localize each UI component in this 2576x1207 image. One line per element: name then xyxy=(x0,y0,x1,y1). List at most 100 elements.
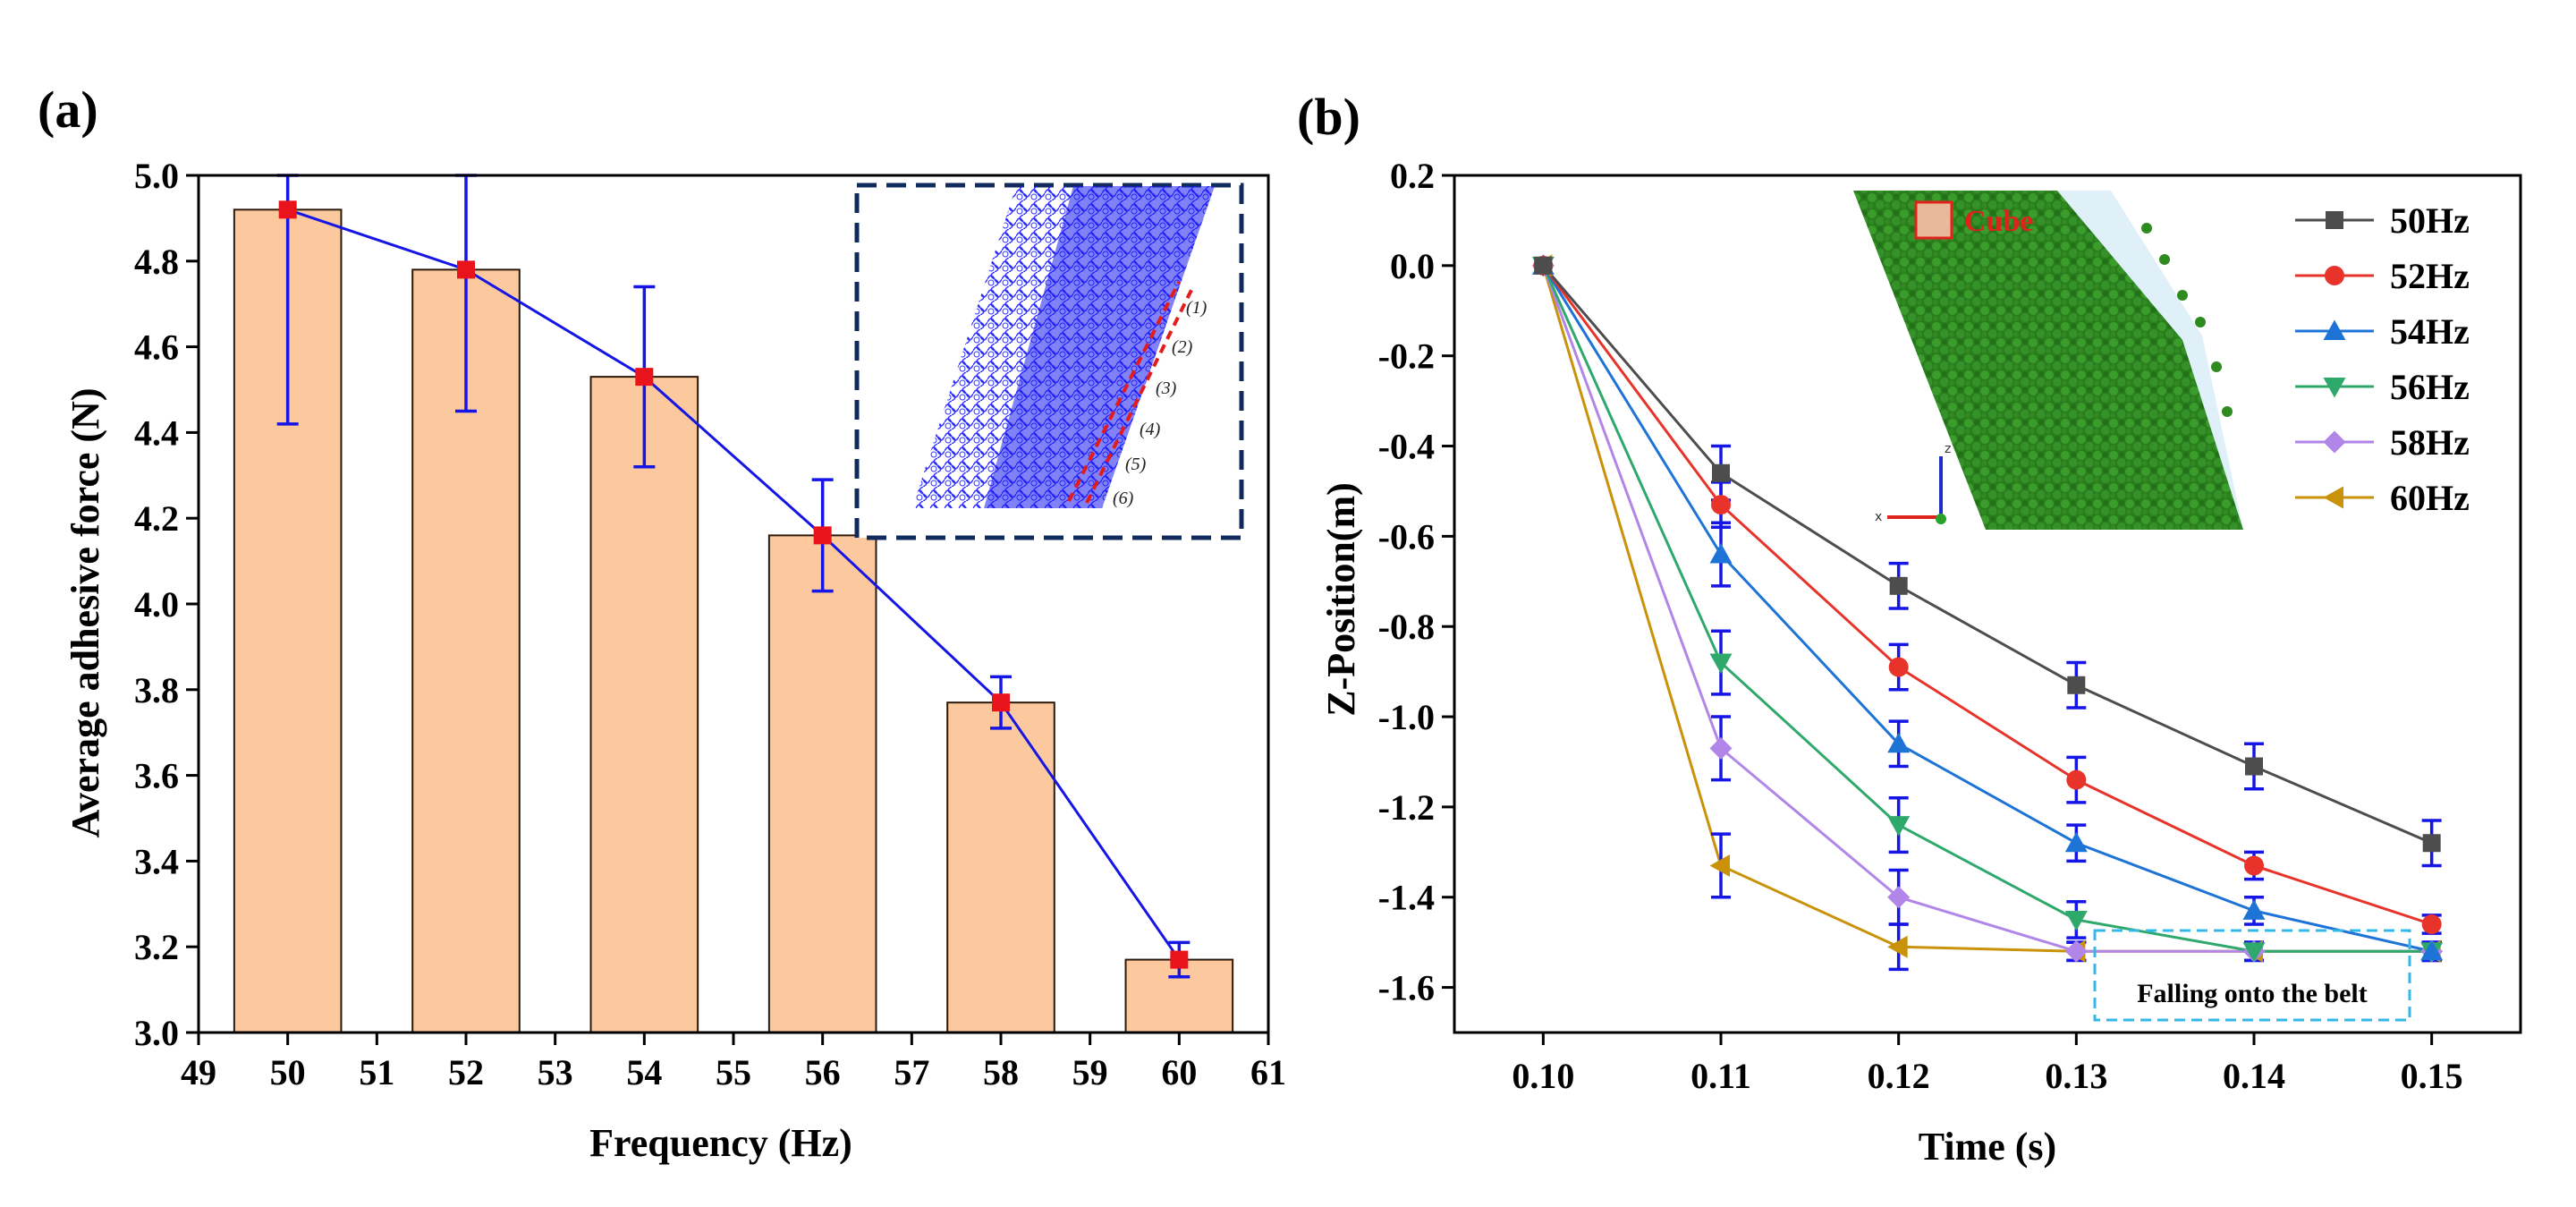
panel-a-label: (a) xyxy=(38,81,98,139)
legend-item-54Hz: 54Hz xyxy=(2295,311,2470,352)
y-axis: 0.2 0.0 -0.2 -0.4 -0.6 -0.8 -1.0 -1.2 -1.4 -1.6 xyxy=(1378,156,1454,1008)
panel-a: (a) (1) (2) (3) (4) (5) (6) 49 50 51 52 53 54 55 56 5… xyxy=(38,81,1286,1165)
cube-label: Cube xyxy=(1964,205,2033,238)
y-tick-label: 3.0 xyxy=(134,1013,179,1053)
y-tick-label: -1.0 xyxy=(1378,697,1435,737)
marker-54Hz xyxy=(2420,939,2444,961)
inset-layer-label: (5) xyxy=(1125,455,1147,474)
x-axis-title: Frequency (Hz) xyxy=(589,1121,852,1165)
contact-network-inset: (1) (2) (3) (4) (5) (6) xyxy=(854,183,1244,540)
x-axis-title: Time (s) xyxy=(1919,1125,2056,1169)
marker-58Hz xyxy=(1887,886,1911,909)
y-tick-label: 4.8 xyxy=(134,242,179,282)
marker-56Hz xyxy=(2064,910,2088,931)
inset-axis-x: x xyxy=(1875,510,1882,524)
marker-54Hz xyxy=(1887,732,1911,753)
legend-marker xyxy=(2325,266,2344,285)
x-tick-label: 50 xyxy=(270,1052,306,1092)
panel-b-label: (b) xyxy=(1297,88,1360,146)
marker-56Hz xyxy=(2242,942,2266,963)
x-tick-label: 59 xyxy=(1072,1052,1108,1092)
y-tick-label: 3.4 xyxy=(134,841,179,881)
marker-50Hz xyxy=(2245,757,2263,776)
legend-marker xyxy=(2323,378,2346,398)
y-tick-label: -0.6 xyxy=(1378,516,1435,557)
legend-label: 54Hz xyxy=(2390,311,2470,352)
marker-60 xyxy=(1170,950,1189,969)
inset-layer-label: (1) xyxy=(1186,298,1208,318)
y-tick-label: 0.0 xyxy=(1390,246,1435,286)
markers xyxy=(278,200,1189,969)
x-tick-label: 54 xyxy=(626,1052,662,1092)
y-tick-label: -1.2 xyxy=(1378,787,1435,828)
x-tick-label: 57 xyxy=(894,1052,929,1092)
y-tick-label: 4.4 xyxy=(134,412,179,453)
x-tick-label: 61 xyxy=(1250,1052,1286,1092)
marker-52Hz xyxy=(2066,769,2087,790)
panel-b: (b) Cube x z Falling onto the belt 50Hz 5… xyxy=(1297,88,2522,1169)
annotation-text: Falling onto the belt xyxy=(2137,979,2368,1008)
inset-layer-label: (3) xyxy=(1156,378,1177,398)
y-tick-label: 3.2 xyxy=(134,927,179,967)
marker-54Hz xyxy=(2064,831,2088,853)
marker-50 xyxy=(278,200,297,219)
y-tick-label: 4.0 xyxy=(134,584,179,625)
plot-frame xyxy=(1453,174,2522,1034)
y-tick-label: 0.2 xyxy=(1390,156,1435,196)
bar-56 xyxy=(767,534,877,1033)
inset-layer-label: (6) xyxy=(1113,489,1134,508)
marker-56Hz xyxy=(1887,816,1911,837)
y-tick-label: 3.8 xyxy=(134,670,179,710)
legend-item-56Hz: 56Hz xyxy=(2295,367,2470,407)
x-tick-label: 53 xyxy=(538,1052,573,1092)
y-axis: 3.0 3.2 3.4 3.6 3.8 4.0 4.2 4.4 4.6 4.8 5.0 xyxy=(134,156,199,1053)
series-line-52Hz xyxy=(1542,264,2433,926)
marker-60Hz xyxy=(1709,854,1730,877)
marker-54Hz xyxy=(1709,543,1733,564)
trend-line xyxy=(287,208,1181,961)
marker-56Hz xyxy=(1709,653,1733,675)
inset-layer-label: (4) xyxy=(1140,420,1161,439)
legend-marker xyxy=(2323,319,2346,340)
marker-52Hz xyxy=(1888,657,1909,677)
inset-layer-label: (2) xyxy=(1172,337,1193,357)
legend-label: 50Hz xyxy=(2390,200,2470,241)
y-tick-label: 3.6 xyxy=(134,756,179,796)
x-tick-label: 0.10 xyxy=(1512,1056,1574,1096)
x-tick-label: 51 xyxy=(359,1052,394,1092)
legend-item-52Hz: 52Hz xyxy=(2295,256,2470,296)
x-tick-label: 0.12 xyxy=(1868,1056,1930,1096)
y-axis-title: Average adhesive force (N) xyxy=(64,388,107,838)
x-tick-label: 55 xyxy=(716,1052,751,1092)
cube-simulation-inset: Cube x z xyxy=(1853,191,2243,530)
x-tick-label: 56 xyxy=(805,1052,841,1092)
y-tick-label: 4.2 xyxy=(134,498,179,539)
marker-60Hz xyxy=(1887,935,1908,958)
series-line-56Hz xyxy=(1541,265,2432,953)
legend-marker xyxy=(2323,430,2346,454)
marker-50Hz xyxy=(2422,834,2441,853)
series-lines xyxy=(1541,264,2433,953)
marker-52 xyxy=(457,260,475,279)
x-tick-label: 0.14 xyxy=(2223,1056,2285,1096)
x-axis: 0.10 0.11 0.12 0.13 0.14 0.15 xyxy=(1512,1033,2463,1096)
falling-annotation: Falling onto the belt xyxy=(2093,929,2411,1022)
legend-label: 52Hz xyxy=(2390,256,2470,296)
x-tick-label: 0.11 xyxy=(1690,1056,1751,1096)
x-tick-label: 0.13 xyxy=(2045,1056,2107,1096)
y-axis-title: Z-Position(m) xyxy=(1319,482,1363,717)
y-tick-label: -0.2 xyxy=(1378,336,1435,377)
bar-58 xyxy=(946,701,1055,1033)
marker-50Hz xyxy=(2067,676,2086,694)
x-tick-label: 60 xyxy=(1161,1052,1197,1092)
y-tick-label: -0.8 xyxy=(1378,607,1435,647)
marker-50Hz xyxy=(1712,463,1730,482)
cube-marker xyxy=(1914,200,1953,240)
legend-item-58Hz: 58Hz xyxy=(2295,422,2470,463)
series-line-50Hz xyxy=(1542,264,2433,845)
marker-50Hz xyxy=(1889,576,1908,595)
x-axis: 49 50 51 52 53 54 55 56 57 58 59 60 61 xyxy=(181,1033,1286,1092)
legend-label: 60Hz xyxy=(2390,478,2470,518)
marker-54Hz xyxy=(2242,899,2266,920)
legend-label: 58Hz xyxy=(2390,422,2470,463)
